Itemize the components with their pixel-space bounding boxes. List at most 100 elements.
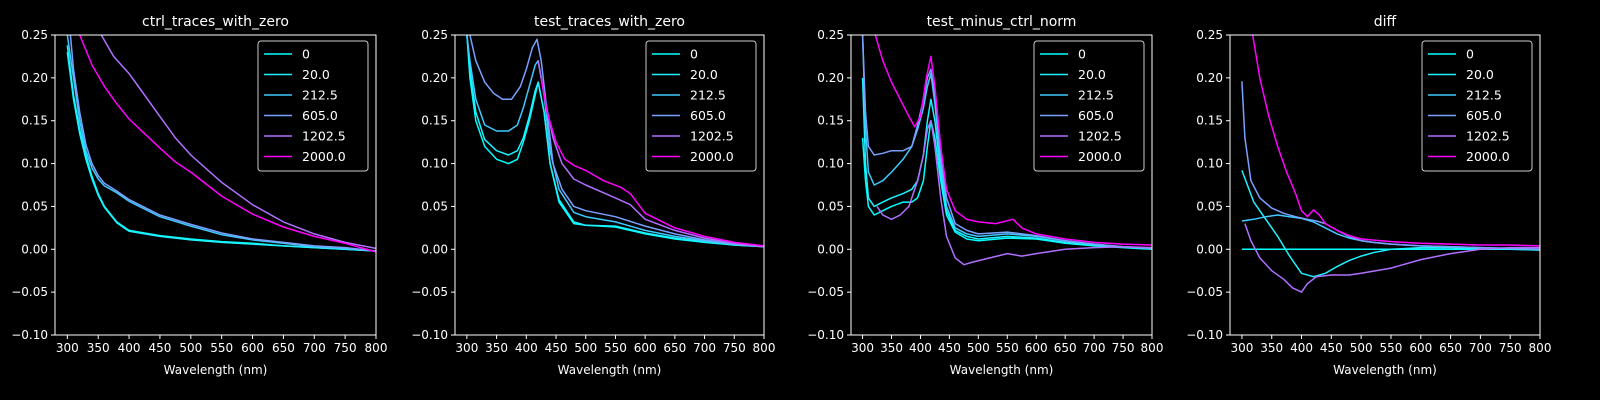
y-tick-label: −0.10: [11, 328, 48, 342]
x-tick-label: 700: [693, 341, 716, 355]
series-line-4: [100, 35, 376, 250]
x-tick-label: 350: [1260, 341, 1283, 355]
legend-label-5: 2000.0: [1466, 149, 1510, 164]
x-tick-label: 500: [967, 341, 990, 355]
y-tick-label: 0.00: [817, 242, 844, 256]
x-tick-label: 400: [1290, 341, 1313, 355]
legend-label-1: 20.0: [1466, 67, 1494, 82]
x-tick-label: 600: [1409, 341, 1432, 355]
x-tick-label: 300: [851, 341, 874, 355]
series-line-5: [874, 35, 1152, 246]
x-tick-label: 400: [515, 341, 538, 355]
y-tick-label: 0.05: [421, 199, 448, 213]
y-tick-label: −0.05: [1186, 285, 1223, 299]
x-tick-label: 550: [1380, 341, 1403, 355]
chart-title: test_minus_ctrl_norm: [927, 14, 1077, 30]
series-line-4: [876, 119, 1152, 266]
series-line-5: [540, 77, 764, 247]
x-tick-label: 700: [1469, 341, 1492, 355]
x-tick-label: 650: [1439, 341, 1462, 355]
legend-label-1: 20.0: [1078, 67, 1106, 82]
y-tick-label: −0.05: [411, 285, 448, 299]
legend-box: [1421, 40, 1533, 172]
x-tick-label: 600: [1025, 341, 1048, 355]
x-tick-label: 450: [938, 341, 961, 355]
x-tick-label: 650: [663, 341, 686, 355]
x-tick-label: 600: [241, 341, 264, 355]
x-tick-label: 800: [1529, 341, 1552, 355]
y-tick-label: 0.10: [421, 157, 448, 171]
y-tick-label: 0.10: [1196, 157, 1223, 171]
x-tick-label: 500: [574, 341, 597, 355]
y-tick-label: 0.15: [21, 114, 48, 128]
x-tick-label: 750: [1499, 341, 1522, 355]
legend: 0 20.0 212.5 605.0 1202.5 2000.0: [1421, 40, 1533, 172]
series-line-1: [1241, 170, 1540, 278]
y-tick-label: 0.20: [421, 71, 448, 85]
y-tick-label: 0.20: [1196, 71, 1223, 85]
legend-label-2: 212.5: [1466, 88, 1502, 103]
y-tick-label: −0.10: [807, 328, 844, 342]
chart-panel-0: 300 350 400 450 500 550 600 650 700 750 800 −0.10 −0…: [11, 14, 387, 377]
legend-label-3: 605.0: [690, 108, 726, 123]
x-axis-label: Wavelength (nm): [950, 363, 1054, 377]
x-tick-label: 450: [148, 341, 171, 355]
x-tick-label: 450: [545, 341, 568, 355]
series-line-1: [466, 35, 764, 248]
chart-title: diff: [1374, 14, 1397, 30]
x-tick-label: 350: [485, 341, 508, 355]
chart-panel-1: 300 350 400 450 500 550 600 650 700 750 800 −0.10 −0…: [411, 14, 775, 377]
series-line-5: [79, 35, 376, 253]
y-tick-label: 0.05: [1196, 199, 1223, 213]
axes-frame: [54, 34, 377, 336]
x-tick-label: 300: [56, 341, 79, 355]
y-tick-label: 0.15: [421, 114, 448, 128]
y-tick-label: −0.10: [411, 328, 448, 342]
legend-label-3: 605.0: [1078, 108, 1114, 123]
series-line-3: [861, 35, 1152, 250]
legend-label-0: 0: [690, 47, 698, 62]
series-line-1: [66, 52, 376, 252]
legend-label-5: 2000.0: [302, 149, 346, 164]
y-tick-label: 0.20: [21, 71, 48, 85]
legend-box: [645, 40, 757, 172]
legend-label-0: 0: [1466, 47, 1474, 62]
series-line-3: [469, 35, 764, 248]
legend-label-3: 605.0: [302, 108, 338, 123]
x-tick-label: 350: [87, 341, 110, 355]
legend: 0 20.0 212.5 605.0 1202.5 2000.0: [257, 40, 369, 172]
x-tick-label: 400: [118, 341, 141, 355]
x-axis-label: Wavelength (nm): [164, 363, 268, 377]
x-tick-label: 800: [365, 341, 388, 355]
legend-label-4: 1202.5: [1466, 129, 1510, 144]
chart-title: ctrl_traces_with_zero: [142, 14, 289, 30]
chart-panel-3: 300 350 400 450 500 550 600 650 700 750 800 −0.10 −0…: [1186, 14, 1551, 377]
y-tick-label: 0.15: [1196, 114, 1223, 128]
series-group: [66, 35, 376, 253]
series-group: [466, 35, 764, 248]
axes-frame: [1229, 34, 1541, 336]
y-tick-label: 0.00: [1196, 242, 1223, 256]
x-tick-label: 550: [996, 341, 1019, 355]
y-tick-label: 0.00: [421, 242, 448, 256]
x-tick-label: 650: [1054, 341, 1077, 355]
x-tick-label: 800: [753, 341, 776, 355]
y-tick-label: −0.10: [1186, 328, 1223, 342]
y-tick-label: −0.05: [11, 285, 48, 299]
x-tick-label: 400: [909, 341, 932, 355]
y-tick-label: 0.05: [817, 199, 844, 213]
x-axis-label: Wavelength (nm): [558, 363, 662, 377]
x-tick-label: 750: [723, 341, 746, 355]
legend-label-5: 2000.0: [1078, 149, 1122, 164]
series-line-5: [1251, 35, 1540, 247]
y-tick-label: 0.25: [817, 28, 844, 42]
legend-label-4: 1202.5: [302, 129, 346, 144]
axes-frame: [850, 34, 1153, 336]
x-tick-label: 700: [1083, 341, 1106, 355]
x-tick-label: 650: [272, 341, 295, 355]
x-tick-label: 350: [880, 341, 903, 355]
series-line-4: [537, 60, 764, 248]
chart-panel-2: 300 350 400 450 500 550 600 650 700 750 800 −0.10 −0…: [807, 14, 1163, 377]
legend-label-4: 1202.5: [1078, 129, 1122, 144]
legend-label-0: 0: [302, 47, 310, 62]
